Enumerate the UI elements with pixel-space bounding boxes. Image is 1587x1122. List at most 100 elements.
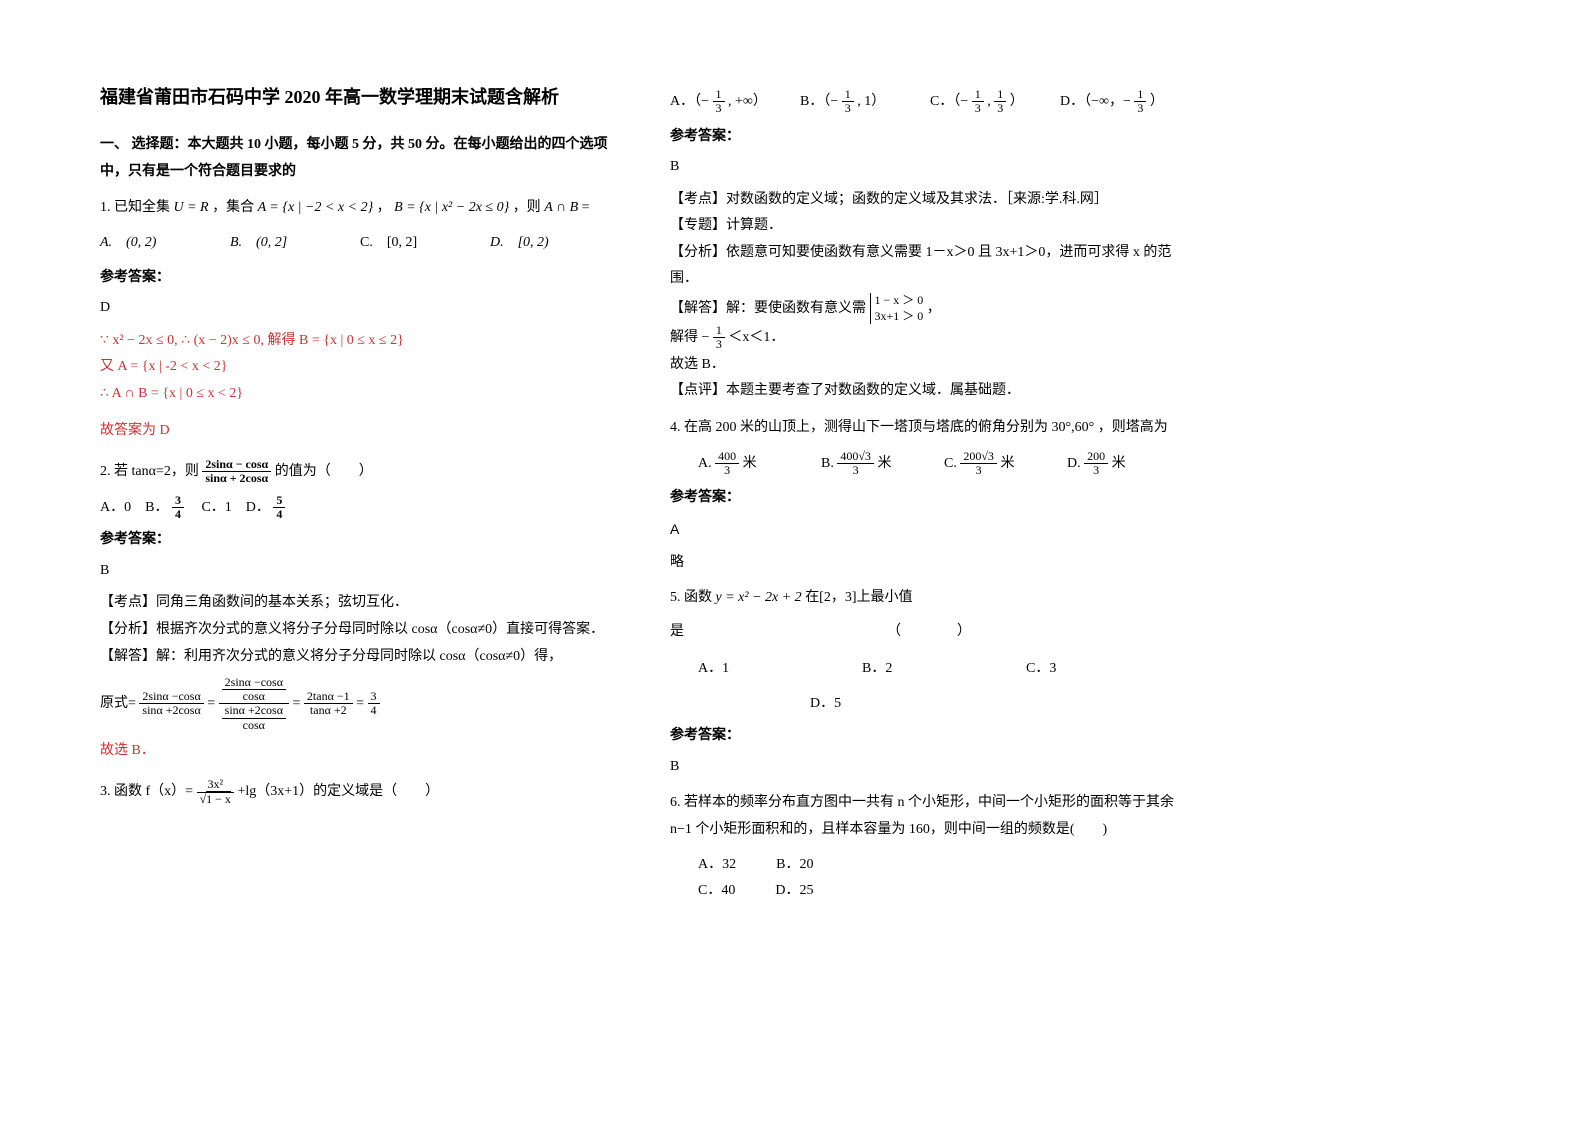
q4-fA-d: 3 (715, 464, 739, 477)
q5-optB: B．2 (862, 656, 1026, 683)
q4-stem-prefix: 4. 在高 (670, 420, 712, 435)
q4-fA-n: 400 (715, 450, 739, 464)
q3-line5: 解得 − 13 ＜x＜1． (670, 324, 1190, 352)
q4-fC: 200√33 (960, 450, 997, 477)
q3-f5: 13 (713, 324, 725, 351)
q4-optD: D. 2003 米 (1067, 450, 1190, 478)
q4-fC-d: 3 (960, 464, 997, 477)
q2-f2nd: cosα (222, 690, 286, 703)
q3-line4-pre: 【解答】解：要使函数有意义需 (670, 301, 866, 316)
q5-optA: A．1 (698, 656, 862, 683)
question-5: 5. 函数 y = x² − 2x + 2 在[2，3]上最小值 (670, 585, 1190, 612)
q2-line4: 故选 B． (100, 738, 620, 765)
q1-line3: ∴ A ∩ B = {x | 0 ≤ x < 2} (100, 381, 620, 408)
q3-optA: A．（− 13 , +∞） (670, 88, 800, 116)
q1-mid3: ，则 (513, 200, 541, 215)
q4-ref-label: 参考答案： (670, 485, 1190, 512)
q4-unitC: 米 (1000, 455, 1014, 470)
q3-line4-suf: ， (927, 301, 941, 316)
q3-frac-den: √1 − x (197, 793, 234, 806)
q4-omit: 略 (670, 548, 1190, 575)
q3-optA-suf: , +∞） (728, 94, 767, 109)
q2-f3: 2tanα −1 tanα +2 (304, 690, 353, 717)
q5-stem-prefix: 5. 函数 (670, 590, 716, 605)
q1-A: A = {x | −2 < x < 2} (258, 200, 374, 215)
q2-optC-pre: C．1 D． (187, 500, 269, 515)
q2-optB-den: 4 (172, 508, 184, 521)
q3-fD: 13 (1134, 88, 1146, 115)
q2-frac-num: 2sinα − cosα (202, 458, 271, 472)
q3-frac-den-rad: 1 − x (206, 791, 231, 806)
q2-f1d: sinα +2cosα (139, 704, 203, 717)
q2-f2dd: cosα (222, 719, 286, 732)
q2-f3d: tanα +2 (304, 704, 353, 717)
q3-fC1-d: 3 (972, 102, 984, 115)
question-1: 1. 已知全集 U = R ，集合 A = {x | −2 < x < 2} ，… (100, 195, 620, 222)
q6-opts-row2: C．40 D．25 (670, 878, 1190, 905)
q2-stem-suffix: 的值为（ ） (275, 464, 373, 479)
q4-h: 200 (716, 420, 737, 435)
q5-options-row1: A．1 B．2 C．3 (670, 656, 1190, 683)
q2-line2: 【分析】根据齐次分式的意义将分子分母同时除以 cosα（cosα≠0）直接可得答… (100, 617, 620, 644)
q4-optC-pre: C. (944, 455, 960, 470)
left-column: 福建省莆田市石码中学 2020 年高一数学理期末试题含解析 一、 选择题：本大题… (100, 80, 620, 905)
q2-f2n: 2sinα −cosα cosα (219, 676, 289, 704)
q1-stem-prefix: 1. 已知全集 (100, 200, 170, 215)
q3-fB-n: 1 (842, 88, 854, 102)
q1-expr: A ∩ B (544, 200, 578, 215)
q2-f2d: sinα +2cosα cosα (219, 704, 289, 731)
q4-fC-n: 200√3 (960, 450, 997, 464)
q4-options: A. 4003 米 B. 400√33 米 C. 200√33 米 D. 200… (670, 450, 1190, 478)
q2-f2d-frac: sinα +2cosα cosα (222, 704, 286, 731)
q1-mid1: ，集合 (212, 200, 254, 215)
q3-line3: 【分析】依题意可知要使函数有意义需要 1－x＞0 且 3x+1＞0，进而可求得 … (670, 240, 1190, 293)
q3-line5-suf: ＜x＜1． (728, 330, 784, 345)
q2-optD-frac: 5 4 (273, 494, 285, 521)
q3-optB: B．（− 13 , 1） (800, 88, 930, 116)
q5-optC: C．3 (1026, 656, 1190, 683)
q1-line4: 故答案为 D (100, 418, 620, 445)
q2-frac-den: sinα + 2cosα (202, 472, 271, 485)
q2-line3: 【解答】解：利用齐次分式的意义将分子分母同时除以 cosα（cosα≠0）得， (100, 644, 620, 671)
q5-optD: D．5 (670, 691, 1190, 718)
q4-unitB: 米 (877, 455, 891, 470)
q4-optD-pre: D. (1067, 455, 1084, 470)
q3-optD: D．（−∞，− 13 ） (1060, 88, 1190, 116)
q3-line2: 【专题】计算题． (670, 213, 1190, 240)
q5-answer: B (670, 754, 1190, 781)
q3-fD-n: 1 (1134, 88, 1146, 102)
q4-optB-pre: B. (821, 455, 837, 470)
q5-stem-suffix: 是 （ ） (670, 619, 1190, 646)
q3-optD-suf: ） (1150, 94, 1164, 109)
q3-fB-d: 3 (842, 102, 854, 115)
q4-fD: 2003 (1084, 450, 1108, 477)
q3-fC2-d: 3 (994, 102, 1006, 115)
q1-U: U = R (174, 200, 209, 215)
q3-fD-d: 3 (1134, 102, 1146, 115)
q4-optC: C. 200√33 米 (944, 450, 1067, 478)
q1-optD: D. [0, 2) (490, 230, 620, 257)
q2-f2n-frac: 2sinα −cosα cosα (222, 676, 286, 703)
q2-optD-den: 4 (273, 508, 285, 521)
q3-optC-pre: C．（− (930, 94, 968, 109)
question-4: 4. 在高 200 米的山顶上，测得山下一塔顶与塔底的俯角分别为 30°,60°… (670, 415, 1190, 442)
q3-fA-n: 1 (713, 88, 725, 102)
q2-main-frac: 2sinα − cosα sinα + 2cosα (202, 458, 271, 485)
q3-answer: B (670, 154, 1190, 181)
q4-optB: B. 400√33 米 (821, 450, 944, 478)
q3-fC1-n: 1 (972, 88, 984, 102)
q2-f4n: 3 (368, 690, 380, 704)
q3-fB: 13 (842, 88, 854, 115)
q2-f2: 2sinα −cosα cosα sinα +2cosα cosα (219, 676, 289, 732)
q3-main-frac: 3x² √1 − x (197, 778, 234, 805)
q2-f2dn: sinα +2cosα (222, 704, 286, 718)
question-6: 6. 若样本的频率分布直方图中一共有 n 个小矩形，中间一个小矩形的面积等于其余… (670, 790, 1190, 843)
q2-eq3: = (356, 696, 367, 711)
q4-unitD: 米 (1112, 455, 1126, 470)
q5-expr: y = x² − 2x + 2 (716, 590, 802, 605)
q2-answer: B (100, 558, 620, 585)
q6-opts-row1: A．32 B．20 (670, 852, 1190, 879)
q4-angles: 30°,60° (1052, 420, 1095, 435)
q3-optD-pre: D．（−∞，− (1060, 94, 1131, 109)
q3-fA: 13 (713, 88, 725, 115)
